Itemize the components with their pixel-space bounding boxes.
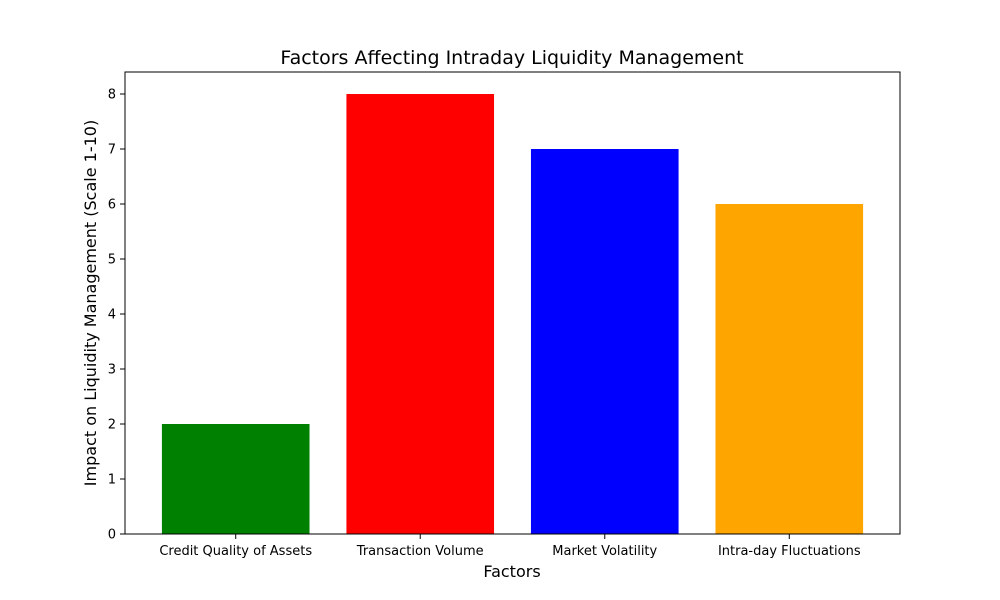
y-tick-label: 8: [108, 88, 116, 103]
x-axis: Credit Quality of Assets Transaction Volu…: [159, 534, 861, 559]
y-tick-label: 3: [108, 363, 116, 378]
x-tick-label: Market Volatility: [552, 544, 657, 559]
bars-group: [161, 94, 864, 534]
y-tick-label: 4: [108, 308, 116, 323]
y-tick-label: 2: [108, 418, 116, 433]
x-tick-label: Credit Quality of Assets: [159, 544, 312, 559]
bar-market-volatility: [530, 149, 679, 534]
chart-title: Factors Affecting Intraday Liquidity Man…: [280, 47, 743, 69]
bar-intra-day-fluctuations: [715, 204, 864, 534]
y-tick-label: 0: [108, 528, 116, 543]
x-tick-label: Intra-day Fluctuations: [718, 544, 861, 559]
x-tick-label: Transaction Volume: [356, 544, 484, 559]
y-tick-label: 5: [108, 253, 116, 268]
y-axis-label: Impact on Liquidity Management (Scale 1-…: [81, 120, 100, 486]
bar-credit-quality-of-assets: [161, 424, 310, 534]
bar-transaction-volume: [346, 94, 495, 534]
plot-area-frame: [124, 71, 901, 535]
y-axis: 0 1 2 3 4 5 6 7 8: [108, 88, 125, 543]
x-axis-label: Factors: [483, 562, 540, 581]
y-tick-label: 1: [108, 473, 116, 488]
y-tick-label: 7: [108, 143, 116, 158]
y-tick-label: 6: [108, 198, 116, 213]
